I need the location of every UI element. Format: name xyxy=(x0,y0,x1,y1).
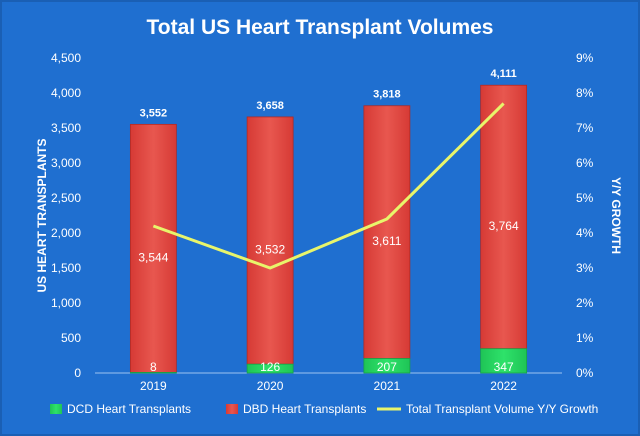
y-tick-label: 2,000 xyxy=(51,226,81,240)
dcd-value-label: 126 xyxy=(260,360,280,374)
y2-tick-label: 1% xyxy=(576,331,594,345)
dcd-bar xyxy=(480,348,528,374)
y-tick-label: 500 xyxy=(61,331,81,345)
dcd-value-label: 8 xyxy=(150,360,157,374)
y2-tick-label: 7% xyxy=(576,121,594,135)
dcd-bar xyxy=(363,358,411,374)
legend-swatch-dbd xyxy=(226,404,238,414)
total-value-label: 3,818 xyxy=(373,89,401,101)
y-tick-label: 1,000 xyxy=(51,296,81,310)
y-tick-label: 4,000 xyxy=(51,86,81,100)
total-value-label: 3,552 xyxy=(140,107,168,119)
dbd-value-label: 3,544 xyxy=(138,250,168,264)
y2-tick-label: 5% xyxy=(576,191,594,205)
y2-tick-label: 2% xyxy=(576,296,594,310)
y-tick-label: 3,500 xyxy=(51,121,81,135)
growth-line xyxy=(152,102,505,270)
dbd-value-label: 3,532 xyxy=(255,243,285,257)
y2-tick-label: 0% xyxy=(576,366,594,380)
x-tick-label: 2022 xyxy=(490,379,517,393)
y2-tick-label: 4% xyxy=(576,226,594,240)
y-tick-label: 2,500 xyxy=(51,191,81,205)
dbd-bar xyxy=(246,116,294,365)
y2-tick-label: 6% xyxy=(576,156,594,170)
dcd-value-label: 347 xyxy=(494,360,514,374)
legend-label-growth: Total Transplant Volume Y/Y Growth xyxy=(406,402,598,416)
chart-title: Total US Heart Transplant Volumes xyxy=(146,16,494,39)
y2-axis-title: Y/Y GROWTH xyxy=(609,177,623,254)
x-tick-label: 2019 xyxy=(140,379,167,393)
y-tick-label: 3,000 xyxy=(51,156,81,170)
x-tick-label: 2021 xyxy=(374,379,401,393)
dcd-bar xyxy=(246,363,294,374)
y2-tick-label: 8% xyxy=(576,86,594,100)
y2-tick-label: 9% xyxy=(576,51,594,65)
dbd-bar xyxy=(363,105,411,359)
dbd-value-label: 3,764 xyxy=(489,219,519,233)
y-axis-title: US HEART TRANSPLANTS xyxy=(35,138,49,292)
y-tick-label: 1,500 xyxy=(51,261,81,275)
legend-swatch-dcd xyxy=(50,404,62,414)
y-tick-label: 0 xyxy=(74,366,81,380)
y-tick-label: 4,500 xyxy=(51,51,81,65)
legend-label-dcd: DCD Heart Transplants xyxy=(67,402,191,416)
dcd-value-label: 207 xyxy=(377,360,397,374)
dbd-bar xyxy=(480,84,528,350)
legend-label-dbd: DBD Heart Transplants xyxy=(243,402,366,416)
total-value-label: 3,658 xyxy=(256,100,284,112)
dbd-value-label: 3,611 xyxy=(372,234,401,248)
x-tick-label: 2020 xyxy=(257,379,284,393)
dbd-bar xyxy=(129,123,177,373)
dcd-bar xyxy=(129,372,177,374)
y2-tick-label: 3% xyxy=(576,261,594,275)
total-value-label: 4,111 xyxy=(490,68,516,80)
